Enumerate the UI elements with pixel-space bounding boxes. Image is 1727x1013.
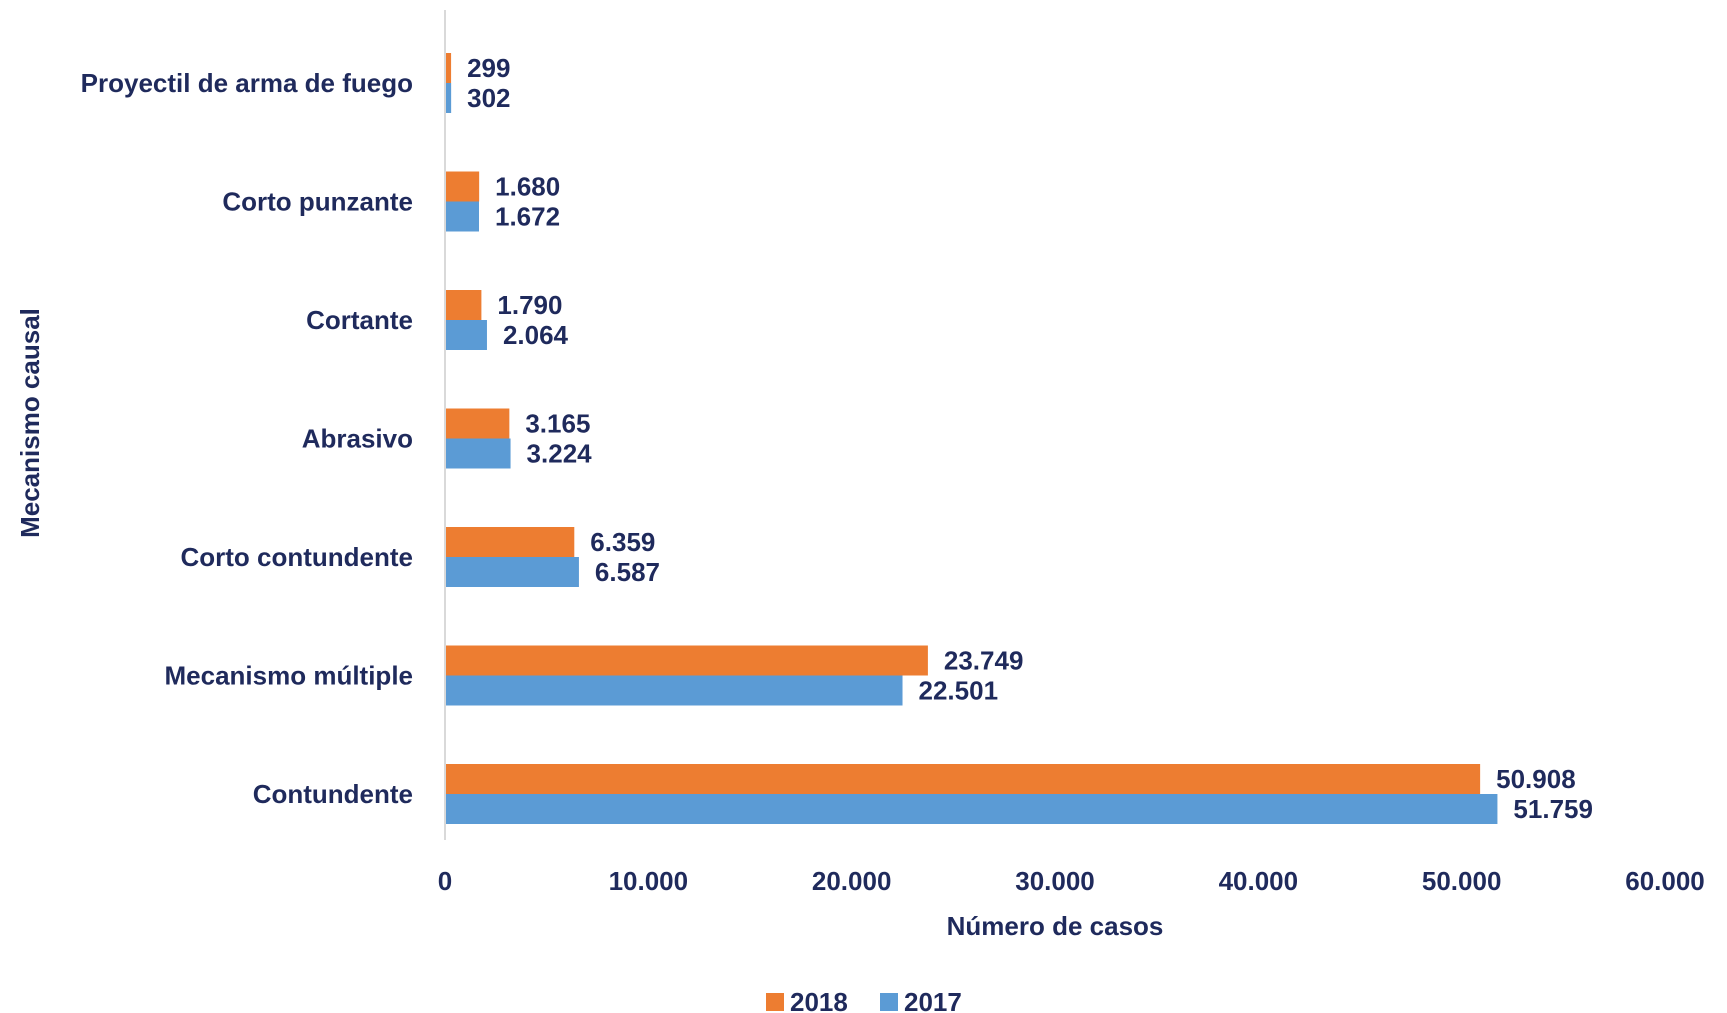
data-label-2017: 2.064 [503, 320, 569, 350]
bar-2017 [445, 438, 511, 469]
bar-2018 [445, 53, 452, 83]
data-label-2018: 6.359 [590, 527, 655, 557]
x-tick-label: 20.000 [812, 866, 892, 896]
bar-2018 [445, 645, 928, 676]
x-tick-label: 30.000 [1015, 866, 1095, 896]
bar-2018 [445, 171, 480, 202]
category-labels: Proyectil de arma de fuego Corto punzante… [81, 68, 413, 809]
category-label: Proyectil de arma de fuego [81, 68, 413, 98]
legend-swatch-2018 [766, 993, 784, 1011]
data-label-2017: 3.224 [527, 439, 593, 469]
data-label-2018: 1.680 [495, 172, 560, 202]
bar-2018 [445, 408, 510, 439]
bar-2017 [445, 201, 479, 232]
bar-2018 [445, 290, 482, 320]
bar-2017 [445, 794, 1498, 824]
x-tick-label: 60.000 [1625, 866, 1705, 896]
bar-2018 [445, 764, 1481, 794]
category-label: Corto punzante [222, 187, 413, 217]
data-label-2017: 6.587 [595, 557, 660, 587]
legend-label-2017: 2017 [904, 987, 962, 1013]
data-label-2017: 22.501 [919, 676, 999, 706]
x-tick-label: 0 [438, 866, 452, 896]
category-label: Abrasivo [302, 424, 413, 454]
legend-swatch-2017 [880, 993, 898, 1011]
data-label-2018: 3.165 [525, 409, 590, 439]
x-tick-label: 40.000 [1219, 866, 1299, 896]
category-label: Contundente [253, 779, 413, 809]
data-label-2018: 1.790 [497, 290, 562, 320]
x-tick-label: 10.000 [609, 866, 689, 896]
bar-2017 [445, 83, 452, 113]
category-label: Mecanismo múltiple [165, 661, 414, 691]
x-tick-label: 50.000 [1422, 866, 1502, 896]
x-axis-title: Número de casos [947, 911, 1164, 941]
data-label-2018: 23.749 [944, 646, 1024, 676]
data-label-2017: 302 [467, 83, 510, 113]
category-label: Cortante [306, 305, 413, 335]
category-label: Corto contundente [180, 542, 413, 572]
data-label-2017: 1.672 [495, 202, 560, 232]
data-label-2018: 299 [467, 53, 510, 83]
data-label-2017: 51.759 [1513, 794, 1593, 824]
bar-2017 [445, 557, 579, 587]
legend: 2018 2017 [766, 987, 962, 1013]
x-tick-labels: 0 10.000 20.000 30.000 40.000 50.000 60.000 [438, 866, 1705, 896]
bar-2017 [445, 675, 903, 706]
bar-2018 [445, 527, 575, 557]
data-label-2018: 50.908 [1496, 764, 1576, 794]
bars [445, 53, 1498, 824]
legend-label-2018: 2018 [790, 987, 848, 1013]
bar-2017 [445, 320, 487, 350]
y-axis-title: Mecanismo causal [15, 308, 45, 538]
